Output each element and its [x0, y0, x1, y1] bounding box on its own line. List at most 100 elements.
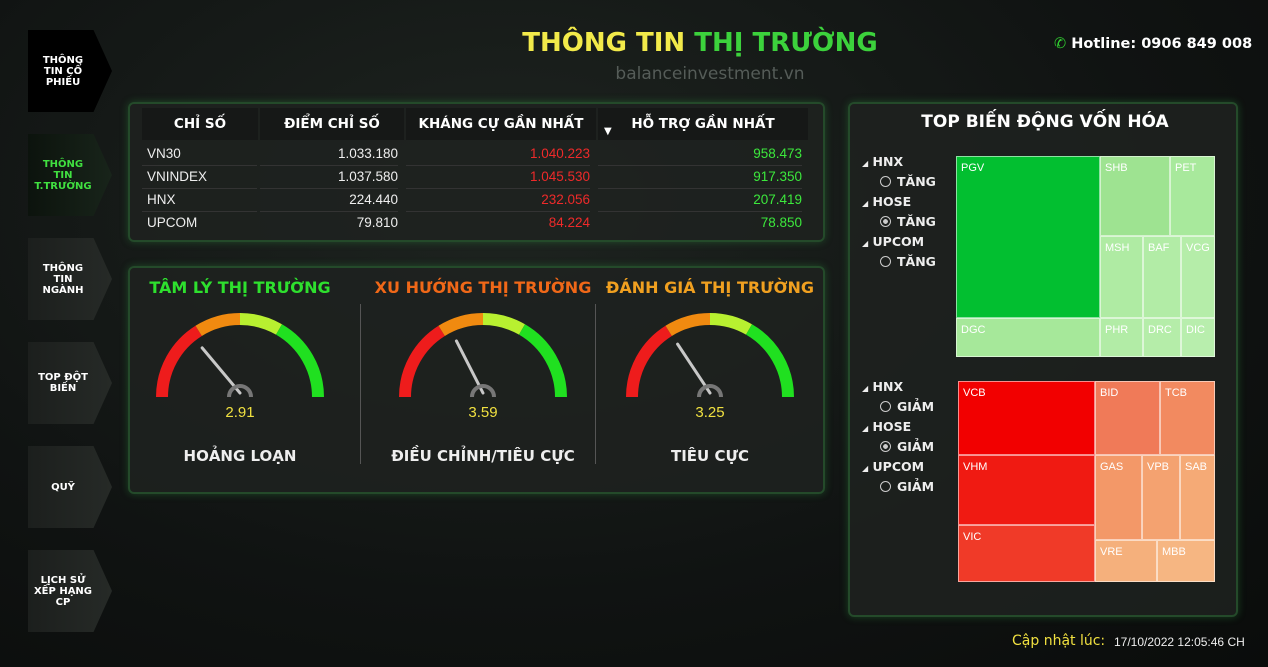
filter-exchange: ◢ HNX [862, 154, 904, 169]
option-text: GIẢM [897, 479, 935, 494]
gauge-label: HOẢNG LOẠN [183, 447, 297, 465]
nav-item[interactable]: QUỸ [28, 446, 112, 528]
filter-option[interactable]: GIẢM [880, 439, 934, 454]
treemap-tile[interactable]: MSH [1100, 236, 1143, 318]
treemap-tile[interactable]: BAF [1143, 236, 1181, 318]
filter-exchange: ◢ UPCOM [862, 459, 925, 474]
gauge-arc [156, 325, 203, 398]
table-cell: 1.045.530 [406, 165, 590, 189]
treemap-tile[interactable]: VHM [958, 455, 1095, 525]
gauge-arc [275, 324, 324, 398]
gauge-value: 3.59 [468, 404, 498, 421]
exchange-name: HNX [872, 154, 904, 169]
gauge-value: 3.25 [695, 404, 725, 421]
treemap-tile[interactable]: PET [1170, 156, 1215, 236]
gauge-needle [200, 346, 242, 395]
option-text: GIẢM [897, 399, 935, 414]
filter-exchange: ◢ HOSE [862, 194, 912, 209]
gauge-arc [438, 313, 484, 337]
sort-icon[interactable]: ▼ [604, 126, 612, 137]
gauge-arc [709, 313, 752, 335]
table-cell: 917.350 [598, 165, 802, 189]
nav-item[interactable]: THÔNG TIN CỔ PHIẾU [28, 30, 112, 112]
divider [595, 304, 596, 464]
table-cell: VN30 [142, 142, 257, 166]
table-cell: UPCOM [147, 215, 198, 230]
filter-option[interactable]: GIẢM [880, 399, 934, 414]
table-cell: 958.473 [598, 142, 802, 166]
table-cell: 84.224 [548, 215, 590, 230]
gauge-title: TÂM LÝ THỊ TRƯỜNG [149, 278, 331, 297]
hotline-text: Hotline: 0906 849 008 [1071, 36, 1253, 52]
treemap-tile[interactable]: SHB [1100, 156, 1170, 236]
gauges [156, 313, 794, 398]
exchange-name: UPCOM [872, 234, 925, 249]
treemap-tile[interactable]: TCB [1160, 381, 1215, 455]
table-cell: 78.850 [760, 215, 802, 230]
column-header[interactable]: KHÁNG CỰ GẦN NHẤT [406, 108, 596, 140]
option-text: TĂNG [897, 214, 936, 229]
gauge-label: ĐIỀU CHỈNH/TIÊU CỰC [391, 447, 575, 465]
exchange-name: HNX [872, 379, 904, 394]
gauge-value: 2.91 [225, 404, 255, 421]
column-header[interactable]: ĐIỂM CHỈ SỐ [260, 108, 404, 140]
gauge-arc [665, 313, 711, 337]
treemap-tile[interactable]: VIC [958, 525, 1095, 582]
table-cell: 79.810 [356, 215, 398, 230]
table-cell: 207.419 [598, 188, 802, 212]
treemap-tile[interactable]: SAB [1180, 455, 1215, 540]
hotline[interactable]: ✆ Hotline: 0906 849 008 [1054, 36, 1253, 52]
table-cell: 1.033.180 [260, 142, 398, 166]
title-part: THÔNG TIN [522, 28, 686, 58]
gauge-arc [518, 324, 567, 398]
divider [360, 304, 361, 464]
gauge-arc [745, 324, 794, 398]
filter-exchange: ◢ UPCOM [862, 234, 925, 249]
nav-item[interactable]: TOP ĐỘT BIẾN [28, 342, 112, 424]
filter-option[interactable]: TĂNG [880, 174, 936, 189]
title-part: THỊ TRƯỜNG [694, 28, 878, 58]
gauge-arc [626, 325, 673, 398]
option-text: TĂNG [897, 174, 936, 189]
table-cell: 1.040.223 [406, 142, 590, 166]
table-cell: 224.440 [260, 188, 398, 212]
update-time: 17/10/2022 12:05:46 CH [1114, 635, 1245, 649]
nav-item[interactable]: LỊCH SỬ XẾP HẠNG CP [28, 550, 112, 632]
gauge-hub [227, 384, 253, 398]
treemap-tile[interactable]: DGC [956, 318, 1100, 357]
treemap-tile[interactable]: VPB [1142, 455, 1180, 540]
filter-exchange: ◢ HNX [862, 379, 904, 394]
gauge-label: TIÊU CỰC [670, 447, 749, 465]
page-title: THÔNG TIN THỊ TRƯỜNG [520, 28, 880, 58]
table-cell: VNINDEX [142, 165, 257, 189]
filter-option[interactable]: GIẢM [880, 479, 934, 494]
gauge-hub [470, 384, 496, 398]
gauge-arc [482, 313, 525, 335]
nav-item[interactable]: THÔNG TIN NGÀNH [28, 238, 112, 320]
treemap-tile[interactable]: VCB [958, 381, 1095, 455]
watermark: balanceinvestment.vn [615, 64, 805, 84]
treemap-tile[interactable]: GAS [1095, 455, 1142, 540]
treemap-tile[interactable]: VCG [1181, 236, 1215, 318]
gauge-title: ĐÁNH GIÁ THỊ TRƯỜNG [605, 278, 815, 297]
treemap-tile[interactable]: PHR [1100, 318, 1143, 357]
column-header[interactable]: CHỈ SỐ [142, 108, 258, 140]
filter-option[interactable]: TĂNG [880, 254, 936, 269]
table-cell: HNX [142, 188, 257, 212]
filter-option[interactable]: TĂNG [880, 214, 936, 229]
exchange-name: HOSE [872, 419, 912, 434]
treemap-tile[interactable]: DRC [1143, 318, 1181, 357]
gauge-arc [239, 313, 282, 335]
table-cell: 232.056 [406, 188, 590, 212]
treemap-tile[interactable]: MBB [1157, 540, 1215, 582]
nav-item[interactable]: THÔNG TIN T.TRƯỜNG [28, 134, 112, 216]
column-header[interactable]: HỖ TRỢ GẦN NHẤT [598, 108, 808, 140]
option-text: TĂNG [897, 254, 936, 269]
filter-exchange: ◢ HOSE [862, 419, 912, 434]
treemap-tile[interactable]: DIC [1181, 318, 1215, 357]
treemap-tile[interactable]: PGV [956, 156, 1100, 318]
treemap-tile[interactable]: BID [1095, 381, 1160, 455]
treemap-tile[interactable]: VRE [1095, 540, 1157, 582]
